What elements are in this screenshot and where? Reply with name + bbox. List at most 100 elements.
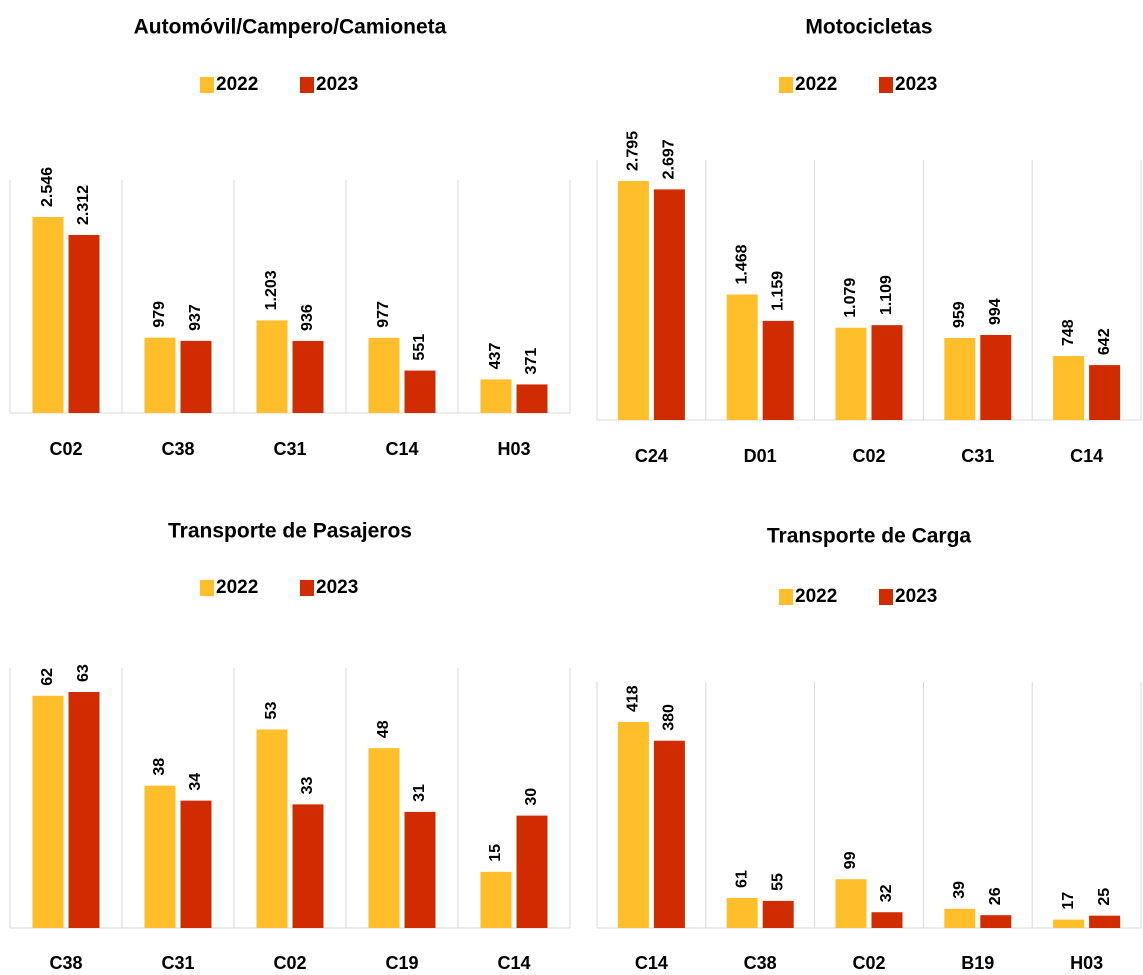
bar <box>368 337 400 413</box>
bar <box>516 384 548 413</box>
category-label: C24 <box>635 446 668 466</box>
category-label: C14 <box>497 953 530 973</box>
value-label: 1.468 <box>733 244 750 284</box>
category-label: C31 <box>961 446 994 466</box>
category-label: H03 <box>497 439 530 459</box>
bar <box>180 340 212 413</box>
bar <box>980 915 1012 928</box>
value-label: 1.079 <box>842 278 859 318</box>
category-label: C38 <box>49 953 82 973</box>
value-label: 53 <box>263 702 280 720</box>
legend-label: 2023 <box>895 586 937 607</box>
value-label: 936 <box>299 304 316 331</box>
bar <box>480 871 512 928</box>
value-label: 17 <box>1060 892 1077 910</box>
category-label: B19 <box>961 953 994 973</box>
chart-title: Motocicletas <box>805 16 932 39</box>
bar <box>404 370 436 413</box>
value-label: 15 <box>487 844 504 862</box>
value-label: 99 <box>842 851 859 869</box>
bar <box>32 695 64 928</box>
value-label: 33 <box>299 776 316 794</box>
legend-swatch <box>200 77 214 93</box>
legend-swatch <box>300 580 314 596</box>
category-label: C02 <box>49 439 82 459</box>
value-label: 32 <box>878 884 895 902</box>
bar <box>292 340 324 413</box>
value-label: 34 <box>187 773 204 791</box>
value-label: 748 <box>1060 319 1077 346</box>
value-label: 371 <box>523 348 540 375</box>
bar <box>292 804 324 928</box>
legend-label: 2022 <box>216 74 258 95</box>
category-label: C02 <box>852 953 885 973</box>
bar <box>144 785 176 928</box>
value-label: 2.312 <box>75 185 92 225</box>
value-label: 977 <box>375 301 392 328</box>
bar <box>1053 356 1085 420</box>
bar <box>144 337 176 413</box>
value-label: 1.109 <box>878 275 895 315</box>
bar <box>762 900 794 928</box>
bar <box>617 722 649 928</box>
value-label: 2.546 <box>39 167 56 207</box>
value-label: 642 <box>1096 328 1113 355</box>
bar <box>32 217 64 413</box>
category-label: C31 <box>161 953 194 973</box>
value-label: 25 <box>1096 888 1113 906</box>
category-label: H03 <box>1070 953 1103 973</box>
value-label: 1.159 <box>769 271 786 311</box>
category-label: C14 <box>635 953 668 973</box>
bar <box>726 897 758 928</box>
legend-swatch <box>879 77 893 93</box>
bar <box>368 748 400 928</box>
legend-label: 2023 <box>895 74 937 95</box>
bar <box>944 337 976 420</box>
bar <box>762 320 794 420</box>
value-label: 979 <box>151 301 168 328</box>
value-label: 1.203 <box>263 270 280 310</box>
bar <box>944 908 976 928</box>
value-label: 959 <box>951 301 968 328</box>
category-label: C31 <box>273 439 306 459</box>
value-label: 937 <box>187 304 204 331</box>
legend-label: 2022 <box>216 577 258 598</box>
bar <box>68 692 100 928</box>
category-label: C38 <box>161 439 194 459</box>
value-label: 55 <box>769 873 786 891</box>
value-label: 437 <box>487 343 504 370</box>
value-label: 31 <box>411 784 428 802</box>
legend-swatch <box>779 589 793 605</box>
category-label: C14 <box>1070 446 1103 466</box>
category-label: C19 <box>385 953 418 973</box>
bar <box>1089 915 1121 928</box>
legend-label: 2022 <box>795 586 837 607</box>
value-label: 551 <box>411 334 428 361</box>
value-label: 38 <box>151 758 168 776</box>
chart-title: Automóvil/Campero/Camioneta <box>134 16 447 39</box>
bar <box>617 181 649 420</box>
bar <box>835 327 867 420</box>
value-label: 994 <box>987 298 1004 325</box>
legend-swatch <box>879 589 893 605</box>
value-label: 62 <box>39 668 56 686</box>
bar <box>480 379 512 413</box>
bar <box>1089 365 1121 420</box>
bar <box>68 235 100 413</box>
chart-title: Transporte de Carga <box>767 525 972 548</box>
bar <box>835 879 867 928</box>
bar <box>653 189 685 420</box>
category-label: C14 <box>385 439 418 459</box>
bar <box>871 912 903 928</box>
chart-title: Transporte de Pasajeros <box>168 520 412 543</box>
legend-swatch <box>300 77 314 93</box>
value-label: 30 <box>523 788 540 806</box>
legend-label: 2023 <box>316 577 358 598</box>
bar <box>980 335 1012 420</box>
value-label: 39 <box>951 881 968 899</box>
bar <box>180 800 212 928</box>
bar <box>653 740 685 928</box>
category-label: C02 <box>852 446 885 466</box>
